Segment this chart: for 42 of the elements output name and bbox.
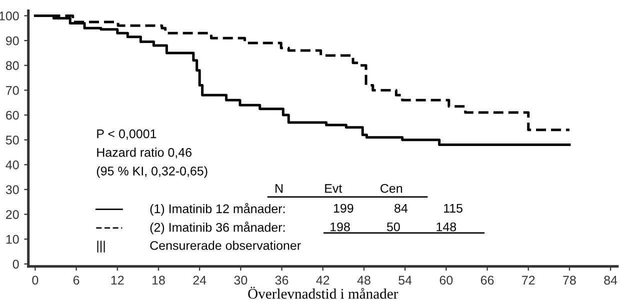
x-tick-label: 72 [522,276,535,285]
annotation: P < 0,0001 [97,129,156,140]
y-tick-label: 30 [6,185,19,194]
legend-label: (2) Imatinib 36 månader: [150,222,285,234]
y-tick-label: 90 [6,36,19,46]
y-tick-label: 60 [6,110,19,120]
y-tick-label: 10 [6,234,19,244]
x-tick-label: 18 [152,276,165,285]
x-tick-label: 36 [275,276,288,285]
x-tick-label: 12 [111,276,124,285]
annotation: 148 [436,222,456,232]
annotation: (95 % KI, 0,32-0,65) [96,166,208,178]
annotation: N [276,184,283,193]
y-tick-label: 0 [12,260,19,269]
x-tick-label: 54 [398,276,412,285]
y-tick-label: 20 [6,210,19,219]
y-tick-label: 50 [6,136,19,144]
annotation: Censurerade observationer [150,240,301,250]
y-tick-label: 70 [6,86,19,95]
annotation: 199 [334,204,354,213]
annotation: Evt [325,184,342,193]
y-tick-label: 80 [6,61,19,70]
annotation: 115 [444,204,462,213]
x-tick-label: 0 [32,276,38,285]
x-tick-label: 60 [440,276,453,285]
annotation: 198 [330,222,350,232]
x-tick-label: 78 [563,276,576,285]
x-tick-label: 66 [480,276,494,285]
x-tick-label: 84 [604,276,618,285]
annotation: Hazard ratio 0,46 [97,148,192,158]
x-tick-label: 6 [73,276,80,285]
y-tick-label: 40 [6,160,19,170]
x-tick-label: 42 [316,276,330,285]
annotation: Cen [380,184,402,193]
annotation: 50 [386,222,400,232]
x-tick-label: 48 [357,276,370,285]
x-tick-label: 24 [193,276,206,285]
x-axis-title: Överlevnadstid i månader [248,286,398,299]
annotation: ||| [97,240,105,252]
x-tick-label: 30 [234,276,248,285]
annotation: 84 [394,204,408,213]
legend-label: (1) Imatinib 12 månader: [150,202,285,216]
